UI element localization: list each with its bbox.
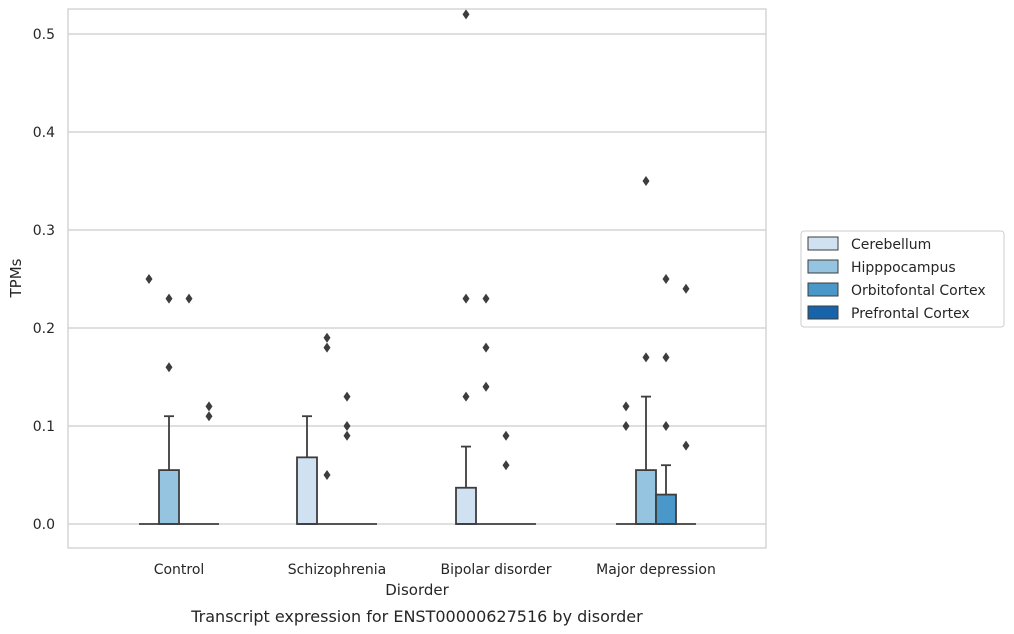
box-body — [296, 456, 318, 525]
box-body — [635, 469, 657, 525]
legend-swatch — [807, 236, 839, 251]
outlier-point — [502, 460, 510, 471]
outlier-point — [165, 293, 173, 304]
outlier-point — [482, 293, 490, 304]
outlier-point — [642, 352, 650, 363]
outlier-point — [622, 421, 630, 431]
outlier-point — [145, 274, 153, 284]
box-hipppocampus-2 — [476, 293, 496, 525]
outlier-point — [662, 274, 670, 284]
box-orbitofontal-cortex-0 — [179, 293, 199, 525]
x-tick-label: Bipolar disorder — [440, 562, 551, 578]
box-cerebellum-0 — [139, 274, 159, 525]
outlier-point — [642, 176, 650, 186]
box-prefrontal-cortex-0 — [199, 401, 219, 525]
box-prefrontal-cortex-3 — [676, 283, 696, 525]
x-tick-label: Schizophrenia — [288, 562, 386, 578]
outlier-point — [662, 421, 670, 431]
x-axis-title: Disorder — [385, 581, 449, 599]
box-marks — [139, 9, 696, 525]
legend-label: Cerebellum — [851, 237, 931, 253]
legend: Cerebellum Hipppocampus Orbitofontal Corte… — [800, 230, 1005, 328]
y-axis-title: TPMs — [7, 258, 25, 298]
y-tick-labels: 0.0 0.1 0.2 0.3 0.4 0.5 — [33, 27, 55, 533]
plot-frame — [67, 8, 767, 549]
outlier-point — [323, 332, 331, 343]
box-orbitofontal-cortex-1 — [337, 391, 357, 525]
outlier-point — [343, 421, 351, 431]
x-tick-label: Major depression — [596, 562, 716, 578]
plot-background — [68, 9, 766, 548]
box-body — [455, 486, 477, 525]
box-body — [655, 493, 677, 525]
box-cerebellum-2 — [455, 9, 477, 525]
outlier-point — [682, 440, 690, 451]
x-tick-labels: Control Schizophrenia Bipolar disorder Majo… — [154, 562, 716, 578]
box-orbitofontal-cortex-3 — [655, 274, 677, 525]
y-tick-label: 0.2 — [33, 321, 55, 337]
outlier-point — [205, 401, 213, 412]
y-tick-label: 0.3 — [33, 223, 55, 239]
outlier-point — [205, 411, 213, 422]
y-tick-label: 0.4 — [33, 125, 55, 141]
outlier-point — [502, 430, 510, 441]
outlier-point — [343, 430, 351, 441]
legend-swatch — [807, 305, 839, 320]
outlier-point — [482, 381, 490, 392]
box-cerebellum-1 — [296, 415, 318, 525]
outlier-point — [662, 352, 670, 363]
outlier-point — [462, 9, 470, 20]
outlier-point — [323, 470, 331, 480]
chart-caption: Transcript expression for ENST0000062751… — [190, 607, 643, 626]
y-tick-label: 0.1 — [33, 419, 55, 435]
outlier-point — [462, 293, 470, 304]
legend-label: Hipppocampus — [851, 260, 956, 276]
outlier-point — [343, 391, 351, 402]
box-hipppocampus-1 — [317, 332, 337, 525]
outlier-point — [482, 342, 490, 353]
outlier-point — [323, 342, 331, 353]
outlier-point — [622, 401, 630, 412]
legend-swatch — [807, 282, 839, 297]
outlier-point — [165, 362, 173, 373]
outlier-point — [462, 391, 470, 402]
legend-label: Prefrontal Cortex — [851, 306, 970, 322]
x-tick-label: Control — [154, 562, 205, 578]
box-hipppocampus-0 — [158, 293, 180, 525]
legend-label: Orbitofontal Cortex — [851, 283, 986, 299]
y-tick-label: 0.5 — [33, 27, 55, 43]
legend-frame — [800, 230, 1005, 328]
outlier-point — [185, 293, 193, 304]
box-cerebellum-3 — [616, 401, 636, 525]
box-orbitofontal-cortex-2 — [496, 430, 516, 525]
legend-swatch — [807, 259, 839, 274]
y-tick-label: 0.0 — [33, 517, 55, 533]
outlier-point — [682, 283, 690, 294]
box-body — [158, 469, 180, 525]
